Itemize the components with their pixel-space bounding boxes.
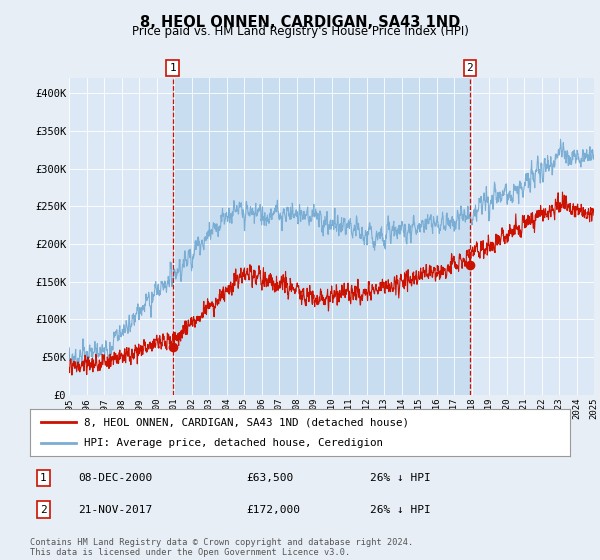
Text: Contains HM Land Registry data © Crown copyright and database right 2024.
This d: Contains HM Land Registry data © Crown c… — [30, 538, 413, 557]
Text: 1: 1 — [40, 473, 47, 483]
Text: £172,000: £172,000 — [246, 505, 300, 515]
Text: 2: 2 — [40, 505, 47, 515]
Text: 26% ↓ HPI: 26% ↓ HPI — [370, 505, 431, 515]
Text: HPI: Average price, detached house, Ceredigion: HPI: Average price, detached house, Cere… — [84, 438, 383, 448]
Text: 8, HEOL ONNEN, CARDIGAN, SA43 1ND: 8, HEOL ONNEN, CARDIGAN, SA43 1ND — [140, 15, 460, 30]
Text: 21-NOV-2017: 21-NOV-2017 — [79, 505, 153, 515]
Text: 8, HEOL ONNEN, CARDIGAN, SA43 1ND (detached house): 8, HEOL ONNEN, CARDIGAN, SA43 1ND (detac… — [84, 417, 409, 427]
Text: Price paid vs. HM Land Registry's House Price Index (HPI): Price paid vs. HM Land Registry's House … — [131, 25, 469, 38]
Text: 08-DEC-2000: 08-DEC-2000 — [79, 473, 153, 483]
Text: £63,500: £63,500 — [246, 473, 293, 483]
Text: 1: 1 — [169, 63, 176, 73]
Text: 26% ↓ HPI: 26% ↓ HPI — [370, 473, 431, 483]
Text: 2: 2 — [466, 63, 473, 73]
Bar — [173, 78, 470, 395]
